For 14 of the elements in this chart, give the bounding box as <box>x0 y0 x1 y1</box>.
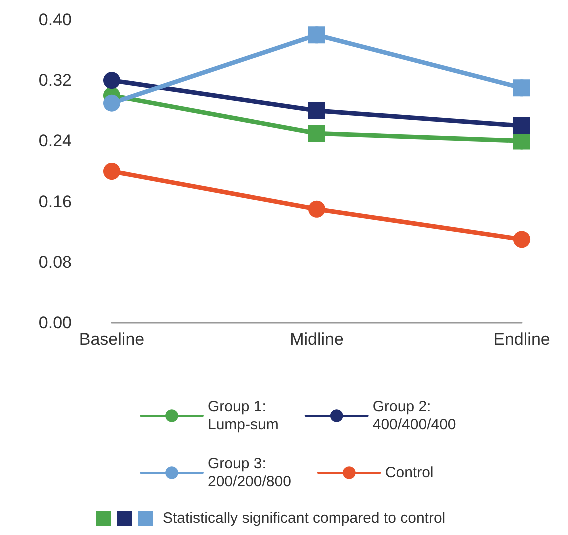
legend-label: Group 2: 400/400/400 <box>372 398 456 434</box>
legend-label: Control <box>385 464 434 482</box>
y-tick-label: 0.16 <box>38 192 72 212</box>
y-tick-label: 0.32 <box>38 71 72 90</box>
y-tick-label: 0.24 <box>38 132 72 151</box>
y-tick-label: 0.40 <box>38 10 72 30</box>
x-tick-label: Endline <box>494 330 550 349</box>
y-tick-label: 0.08 <box>38 252 72 272</box>
text: Statistically significant compared to control <box>163 510 446 527</box>
x-tick-label: Midline <box>290 330 344 349</box>
legend-label: Group 3: 200/200/800 <box>208 456 292 490</box>
y-tick-label: 0.00 <box>38 314 72 332</box>
x-tick-label: Baseline <box>79 330 145 349</box>
legend-label: Group 1: Lump-sum <box>208 398 279 434</box>
